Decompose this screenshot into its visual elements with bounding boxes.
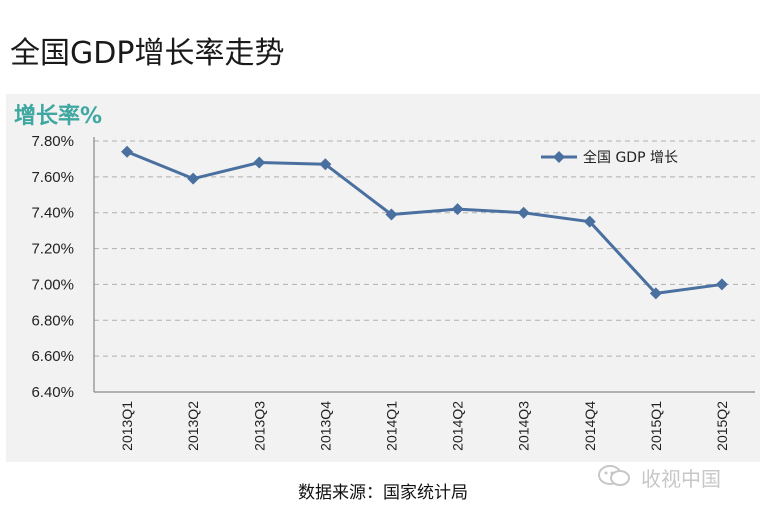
- page-title: 全国GDP增长率走势: [10, 36, 285, 71]
- x-tick-label: 2013Q3: [251, 401, 267, 451]
- data-point: [253, 156, 266, 169]
- x-tick-label: 2013Q4: [317, 401, 333, 451]
- source-note: 数据来源：国家统计局: [298, 483, 468, 503]
- y-tick-label: 7.60%: [31, 169, 74, 186]
- x-tick-label: 2014Q2: [450, 401, 466, 451]
- y-tick-label: 7.80%: [31, 133, 74, 150]
- legend-label: 全国 GDP 增长: [583, 149, 678, 166]
- x-tick-label: 2015Q1: [648, 401, 664, 451]
- series-line: [126, 150, 723, 295]
- data-point: [715, 278, 728, 291]
- data-point: [319, 158, 332, 171]
- watermark-text: 收视中国: [641, 467, 721, 491]
- y-tick-label: 7.40%: [31, 205, 74, 222]
- data-point: [451, 203, 464, 216]
- data-point: [583, 215, 596, 228]
- data-point: [649, 287, 662, 300]
- x-tick-label: 2014Q1: [383, 401, 399, 451]
- x-tick-label: 2013Q2: [185, 401, 201, 451]
- y-tick-label: 7.00%: [31, 276, 74, 293]
- y-axis-title: 增长率%: [14, 103, 102, 129]
- y-tick-label: 6.40%: [31, 384, 74, 401]
- y-tick-label: 6.80%: [31, 312, 74, 329]
- legend-marker: [553, 151, 565, 163]
- y-tick-label: 6.60%: [31, 348, 74, 365]
- chart-panel: [6, 94, 760, 462]
- x-tick-label: 2013Q1: [119, 401, 135, 451]
- x-tick-label: 2014Q3: [516, 401, 532, 451]
- x-tick-label: 2015Q2: [714, 401, 730, 451]
- x-tick-label: 2014Q4: [582, 401, 598, 451]
- data-point: [517, 206, 530, 219]
- y-tick-label: 7.20%: [31, 241, 74, 258]
- watermark: 收视中国: [597, 462, 757, 492]
- chat-bubbles-icon: [598, 465, 630, 486]
- data-point: [187, 172, 200, 185]
- data-point: [385, 208, 398, 221]
- data-point: [121, 145, 134, 158]
